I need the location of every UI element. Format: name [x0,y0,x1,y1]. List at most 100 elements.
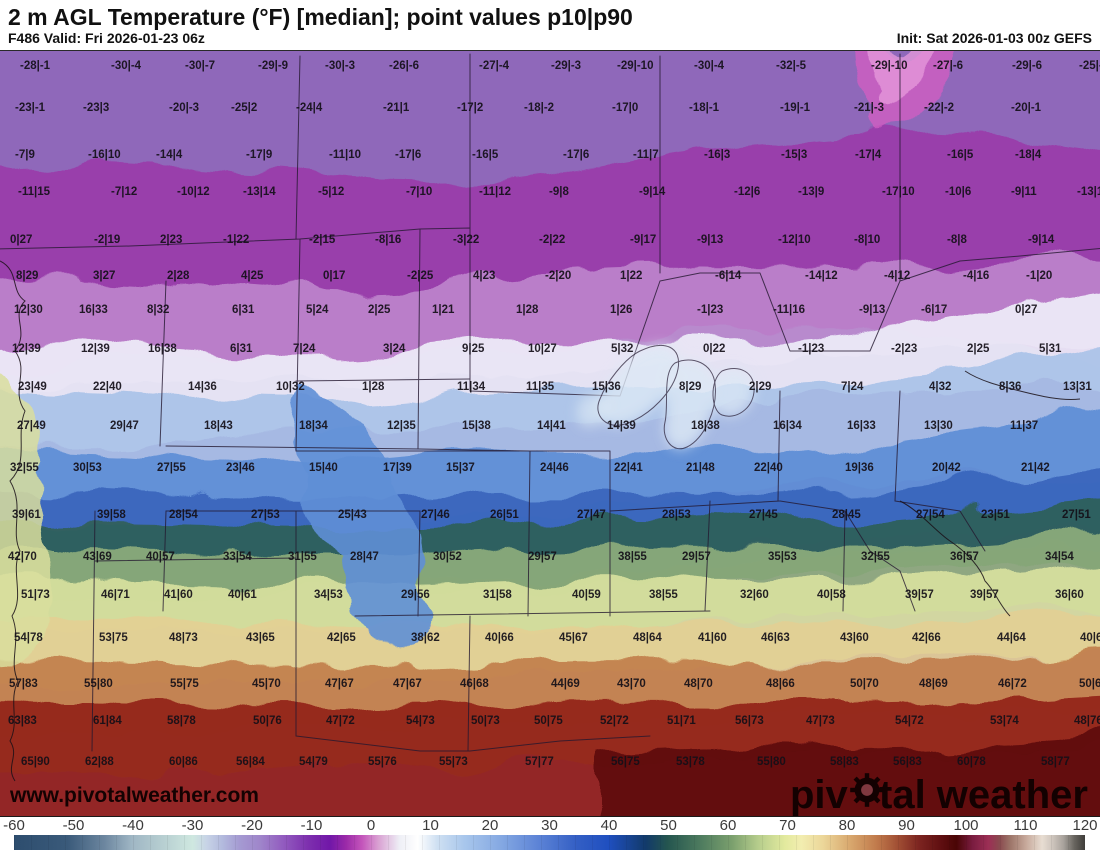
svg-text:48|64: 48|64 [633,632,662,644]
svg-text:-1|20: -1|20 [1026,270,1052,282]
svg-text:8|36: 8|36 [999,381,1021,393]
svg-text:-10|12: -10|12 [177,186,210,198]
svg-text:46|63: 46|63 [761,632,790,644]
svg-text:40|59: 40|59 [572,589,601,601]
svg-text:48|70: 48|70 [684,678,713,690]
svg-text:0|22: 0|22 [703,343,725,355]
svg-text:-30|-3: -30|-3 [325,60,355,72]
svg-text:12|30: 12|30 [14,304,43,316]
svg-text:22|40: 22|40 [93,381,122,393]
svg-text:3|27: 3|27 [93,270,115,282]
svg-text:8|32: 8|32 [147,304,169,316]
svg-text:-26|-6: -26|-6 [389,60,419,72]
svg-text:53|78: 53|78 [676,756,705,768]
svg-text:28|47: 28|47 [350,551,379,563]
svg-text:2|28: 2|28 [167,270,190,282]
svg-text:42|70: 42|70 [8,551,37,563]
svg-text:-13|14: -13|14 [243,186,276,198]
svg-text:-4|12: -4|12 [884,270,910,282]
svg-text:39|58: 39|58 [97,509,126,521]
svg-text:-12|10: -12|10 [778,234,811,246]
svg-text:27|47: 27|47 [577,509,606,521]
svg-text:-28|-1: -28|-1 [20,60,51,72]
svg-text:11|37: 11|37 [1010,420,1038,432]
svg-text:-9|13: -9|13 [697,234,723,246]
svg-text:34|54: 34|54 [1045,551,1074,563]
svg-text:24|46: 24|46 [540,462,569,474]
svg-text:-29|-6: -29|-6 [1012,60,1042,72]
svg-text:39|57: 39|57 [970,589,999,601]
svg-text:-14|4: -14|4 [156,149,183,161]
svg-text:15|36: 15|36 [592,381,621,393]
svg-text:-25|2: -25|2 [231,102,257,114]
svg-text:42|65: 42|65 [327,632,356,644]
svg-text:27|51: 27|51 [1062,509,1091,521]
svg-text:8|29: 8|29 [16,270,38,282]
svg-text:27|49: 27|49 [17,420,46,432]
svg-text:-9|14: -9|14 [639,186,666,198]
svg-text:-15|3: -15|3 [781,149,807,161]
svg-text:17|39: 17|39 [383,462,412,474]
svg-text:-6|14: -6|14 [715,270,742,282]
svg-text:29|47: 29|47 [110,420,139,432]
svg-text:19|36: 19|36 [845,462,874,474]
svg-text:-3|22: -3|22 [453,234,479,246]
svg-text:32|55: 32|55 [861,551,890,563]
svg-text:5|31: 5|31 [1039,343,1062,355]
svg-text:39|61: 39|61 [12,509,41,521]
svg-text:55|73: 55|73 [439,756,468,768]
svg-text:46|72: 46|72 [998,678,1027,690]
svg-text:-16|5: -16|5 [947,149,974,161]
svg-text:-11|10: -11|10 [329,149,361,161]
svg-text:50|73: 50|73 [471,715,500,727]
svg-text:40|58: 40|58 [817,589,846,601]
svg-text:-17|4: -17|4 [855,149,882,161]
svg-text:27|55: 27|55 [157,462,186,474]
svg-text:44|69: 44|69 [551,678,580,690]
svg-text:-20|-3: -20|-3 [169,102,199,114]
svg-text:16|33: 16|33 [847,420,876,432]
svg-text:50|75: 50|75 [534,715,563,727]
svg-text:4|23: 4|23 [473,270,495,282]
svg-text:40|61: 40|61 [228,589,257,601]
svg-text:39|57: 39|57 [905,589,934,601]
svg-text:4|32: 4|32 [929,381,951,393]
svg-text:5|24: 5|24 [306,304,329,316]
svg-text:-13|9: -13|9 [798,186,824,198]
svg-text:38|55: 38|55 [649,589,678,601]
svg-text:34|53: 34|53 [314,589,343,601]
svg-text:-1|23: -1|23 [697,304,723,316]
svg-text:40|57: 40|57 [146,551,175,563]
svg-text:2|25: 2|25 [368,304,391,316]
svg-text:-8|8: -8|8 [947,234,967,246]
svg-text:31|58: 31|58 [483,589,512,601]
svg-text:61|84: 61|84 [93,715,122,727]
svg-text:8|29: 8|29 [679,381,701,393]
svg-text:27|46: 27|46 [421,509,450,521]
svg-text:48|66: 48|66 [766,678,795,690]
svg-text:53|75: 53|75 [99,632,128,644]
svg-text:-30|-4: -30|-4 [694,60,725,72]
svg-text:48|73: 48|73 [169,632,198,644]
svg-text:50|76: 50|76 [253,715,282,727]
svg-text:58|78: 58|78 [167,715,196,727]
svg-text:54|78: 54|78 [14,632,43,644]
svg-text:1|26: 1|26 [610,304,632,316]
svg-text:-5|12: -5|12 [318,186,344,198]
svg-text:-16|5: -16|5 [472,149,499,161]
svg-text:14|39: 14|39 [607,420,636,432]
svg-text:15|38: 15|38 [462,420,491,432]
svg-text:0|27: 0|27 [1015,304,1037,316]
svg-text:-17|0: -17|0 [612,102,638,114]
svg-text:30|53: 30|53 [73,462,102,474]
svg-text:-1|22: -1|22 [223,234,249,246]
svg-text:9|25: 9|25 [462,343,485,355]
svg-text:3|24: 3|24 [383,343,406,355]
svg-text:47|73: 47|73 [806,715,835,727]
svg-text:-19|-1: -19|-1 [780,102,811,114]
svg-text:-11|16: -11|16 [773,304,805,316]
svg-text:21|42: 21|42 [1021,462,1050,474]
svg-text:2|23: 2|23 [160,234,182,246]
svg-text:1|22: 1|22 [620,270,642,282]
svg-text:18|43: 18|43 [204,420,233,432]
